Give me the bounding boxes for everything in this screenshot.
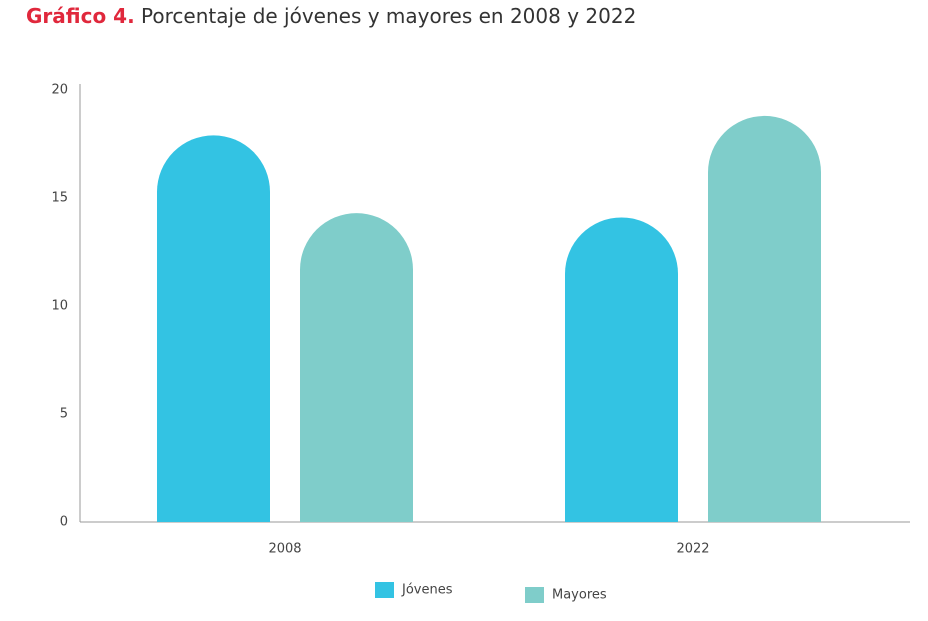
y-tick-label: 10 — [51, 299, 68, 314]
legend-swatch — [525, 587, 544, 603]
bar — [708, 115, 821, 523]
y-tick-label: 20 — [51, 83, 68, 98]
chart-title-text: Porcentaje de jóvenes y mayores en 2008 … — [141, 4, 636, 28]
chart-label: Gráfico 4. — [26, 4, 135, 28]
bar — [157, 135, 270, 523]
y-tick-label: 5 — [60, 407, 68, 422]
x-tick-label: 2008 — [268, 542, 301, 557]
chart-title: Gráfico 4. Porcentaje de jóvenes y mayor… — [26, 4, 636, 28]
legend-swatch — [375, 582, 394, 598]
legend-label: Jóvenes — [401, 583, 453, 598]
x-tick-label: 2022 — [676, 542, 709, 557]
y-tick-label: 15 — [51, 191, 68, 206]
y-tick-label: 0 — [60, 515, 68, 530]
bar — [565, 217, 678, 522]
bar — [300, 213, 413, 522]
legend-label: Mayores — [552, 588, 607, 603]
